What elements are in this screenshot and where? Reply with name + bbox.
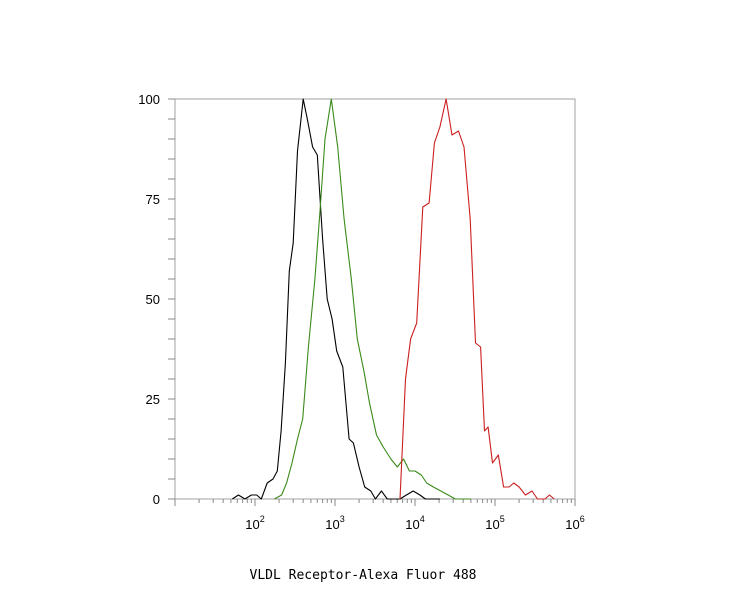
- plot-frame: [174, 98, 576, 500]
- y-axis-minor-ticks: [168, 98, 175, 500]
- y-tick-label: 100: [138, 92, 160, 107]
- x-axis-minor-ticks: [174, 499, 576, 506]
- x-axis-tick-labels: 102 103 104 105 106: [245, 514, 584, 532]
- x-tick-label: 105: [485, 514, 504, 532]
- x-tick-label: 102: [245, 514, 264, 532]
- y-tick-label: 0: [153, 492, 160, 507]
- x-axis-label: VLDL Receptor-Alexa Fluor 488: [250, 568, 477, 583]
- y-axis-tick-labels: 0 25 50 75 100: [138, 92, 160, 507]
- y-tick-label: 75: [146, 192, 160, 207]
- y-tick-label: 25: [146, 392, 160, 407]
- series-layer: [231, 98, 555, 500]
- x-tick-label: 104: [405, 514, 424, 532]
- y-tick-label: 50: [146, 292, 160, 307]
- x-tick-label: 103: [325, 514, 344, 532]
- series-line-1: [231, 98, 440, 500]
- series-line-2: [274, 98, 471, 500]
- x-tick-label: 106: [565, 514, 584, 532]
- series-line-3: [399, 98, 555, 500]
